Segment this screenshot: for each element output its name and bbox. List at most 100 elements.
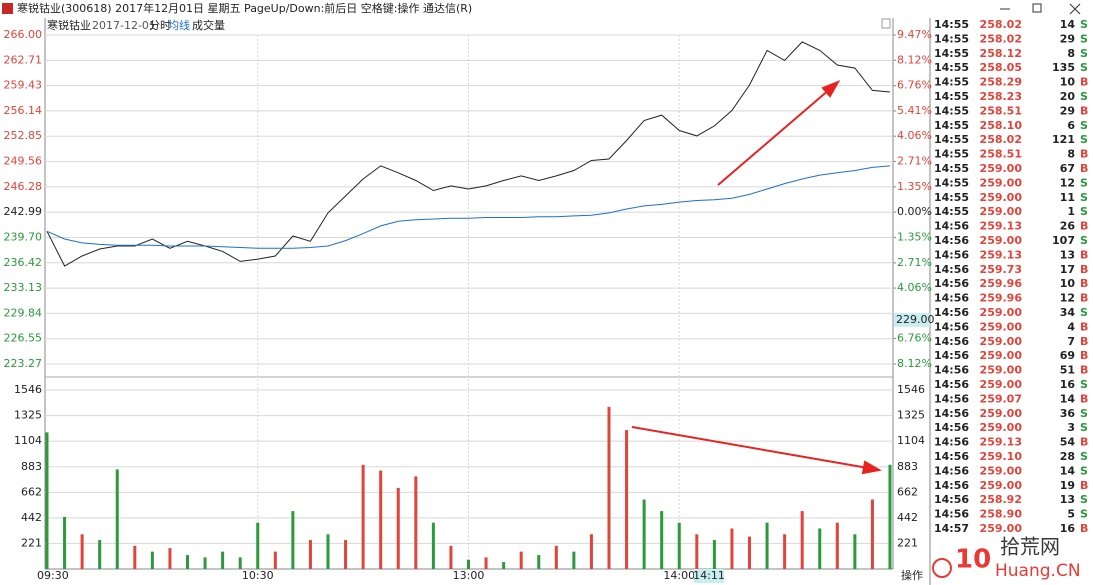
close[interactable] [1069,3,1081,15]
trade-volume: 11 [1060,191,1075,204]
trade-volume: 36 [1060,407,1076,420]
volume-bar [133,545,137,569]
y2-tick-label: 442 [897,511,918,524]
volume-bar [63,516,67,569]
volume-bar [572,551,576,569]
y-tick-label: 233.13 [4,281,43,294]
trade-time: 14:56 [934,421,969,434]
trade-price: 258.02 [980,18,1022,31]
volume-bar [308,540,312,569]
panel-toggle[interactable] [881,18,891,29]
trade-price: 259.00 [980,378,1023,391]
trade-time: 14:56 [934,248,969,261]
trade-volume: 67 [1060,162,1075,175]
trade-time: 14:55 [934,104,969,117]
volume-bar [800,511,804,569]
trade-time: 14:56 [934,493,969,506]
trade-volume: 13 [1060,493,1075,506]
y-tick-label: 249.56 [4,155,43,168]
volume-bar [115,469,119,569]
volume-bar [203,557,207,569]
trade-time: 14:56 [934,436,969,449]
volume-bar [783,534,787,569]
trade-time: 14:56 [934,320,969,333]
trade-volume: 6 [1067,119,1075,132]
trade-volume: 12 [1060,292,1075,305]
x-tick-label: 10:30 [242,569,274,582]
trade-side: B [1080,292,1088,305]
legend-volume[interactable]: 成交量 [192,18,225,32]
y2-tick-label: 1.35% [897,230,932,243]
action-button[interactable]: 操作 [901,568,923,582]
y2-tick-label: 2.71% [897,256,932,269]
trade-side: S [1080,90,1088,103]
trade-price: 258.02 [980,133,1022,146]
trade-time: 14:55 [934,148,969,161]
trade-volume: 14 [1060,464,1076,477]
trade-time: 14:56 [934,464,969,477]
y2-tick-label: 1.35% [897,180,932,193]
trade-volume: 19 [1060,479,1075,492]
volume-bar [519,551,523,569]
arrow-down [631,426,869,469]
trade-price: 259.00 [980,306,1023,319]
trade-side: B [1080,104,1088,117]
restore[interactable] [1032,3,1042,13]
volume-bar [818,528,822,569]
volume-bar [642,499,646,569]
watermark-domain: Huang.CN [995,561,1081,581]
trade-side: B [1080,479,1088,492]
y2-tick-label: 5.41% [897,104,932,117]
y-tick-label: 1546 [14,383,42,396]
volume-bar [273,551,277,569]
y-tick-label: 223.27 [4,357,43,370]
trade-volume: 34 [1060,306,1076,319]
arrowhead [821,80,841,98]
trade-side: B [1080,392,1088,405]
trade-price: 259.00 [980,234,1023,247]
volume-bar [695,534,699,569]
trade-side: B [1080,76,1088,89]
trade-time: 14:55 [934,133,969,146]
arrow-up [717,88,831,186]
volume-bar [467,559,470,569]
cursor-y-label: 229.00 [896,313,935,326]
y-tick-label: 662 [21,485,42,498]
y2-tick-label: 883 [897,460,918,473]
y-tick-label: 256.14 [4,104,43,117]
trade-side: S [1080,205,1088,218]
trade-volume: 4 [1067,320,1075,333]
volume-bar [361,464,365,569]
chart-date: 2017-12-01 [92,19,156,32]
window-controls[interactable] [1000,3,1081,15]
trade-side: S [1080,47,1088,60]
volume-bar [186,555,189,569]
legend-average[interactable]: 均线 [168,18,190,32]
trade-price: 258.12 [980,47,1022,60]
trade-volume: 14 [1060,18,1076,31]
trade-side: S [1080,18,1088,31]
trade-side: S [1080,464,1088,477]
volume-bar [870,499,874,569]
plot: 266.00 262.71 259.43 256.14 252.85 249.56 246.… [4,28,935,583]
stock-name: 寒锐钴业 [47,18,91,32]
trade-side: S [1080,61,1088,74]
trade-price: 258.92 [980,493,1022,506]
trade-side: S [1080,407,1088,420]
volume-bar [765,522,769,569]
cursor-y-box [894,312,930,327]
trade-price: 258.23 [980,90,1022,103]
trade-side: B [1080,277,1088,290]
y-tick-label: 252.85 [4,129,43,142]
trade-list: 14:55 258.02 14 S14:55 258.02 29 S14:55 258.12 8… [934,18,1088,535]
trade-price: 259.00 [980,407,1023,420]
y2-tick-label: 4.06% [897,281,932,294]
volume-bar [589,534,593,569]
volume-bar [677,522,681,569]
trade-price: 258.10 [980,119,1023,132]
trade-volume: 54 [1060,436,1076,449]
trade-side: B [1080,220,1088,233]
trade-price: 259.00 [980,349,1023,362]
trade-side: S [1080,176,1088,189]
trade-time: 14:55 [934,32,969,45]
